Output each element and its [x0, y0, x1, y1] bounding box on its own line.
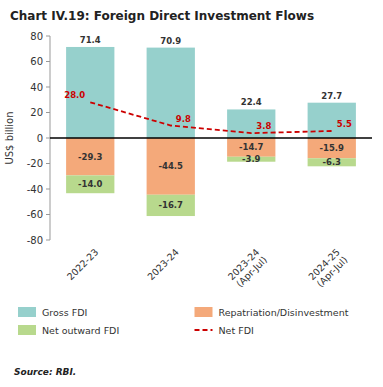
data-label: 9.8	[176, 114, 191, 124]
data-label: 71.4	[80, 35, 101, 45]
y-tick-label: -20	[27, 158, 43, 169]
bar	[147, 138, 195, 195]
bar	[147, 195, 195, 216]
y-tick-label: 60	[30, 56, 43, 67]
bar	[66, 138, 114, 175]
y-axis-label: US$ billion	[4, 111, 15, 164]
data-label: -6.3	[322, 157, 341, 167]
y-tick-label: 40	[30, 82, 43, 93]
y-tick	[46, 61, 50, 62]
x-tick-label: 2022-23	[65, 246, 101, 282]
x-tick-label: 2024-25(Apr-Jul)	[306, 246, 350, 290]
bar	[66, 175, 114, 193]
data-label: -44.5	[159, 161, 184, 171]
y-tick	[46, 87, 50, 88]
marks	[66, 47, 356, 216]
bar	[308, 138, 356, 158]
bar	[308, 103, 356, 138]
y-tick	[46, 112, 50, 113]
zero-line	[50, 137, 372, 139]
data-label: -3.9	[242, 154, 261, 164]
legend-label: Net FDI	[219, 325, 254, 336]
data-label: -15.9	[320, 143, 345, 153]
data-labels: 71.4 70.9 22.4 27.7 -29.3 -44.5 -14.7 -15.9 -14.…	[64, 35, 352, 210]
data-label: 27.7	[321, 91, 342, 101]
data-label: 3.8	[256, 121, 271, 131]
y-tick-label: 0	[37, 133, 43, 144]
data-label: 70.9	[160, 36, 181, 46]
legend-swatch	[195, 307, 213, 317]
y-tick	[46, 163, 50, 164]
bar	[147, 48, 195, 138]
legend-label: Gross FDI	[42, 307, 87, 318]
y-tick-label: -60	[27, 209, 43, 220]
legend-label: Repatriation/Disinvestment	[219, 307, 349, 318]
y-tick	[46, 189, 50, 190]
data-label: 28.0	[64, 90, 85, 100]
title: Chart IV.19: Foreign Direct Investment F…	[10, 9, 314, 23]
legend-swatch	[18, 325, 36, 335]
legend-swatch	[195, 329, 213, 331]
data-label: -29.3	[78, 152, 103, 162]
data-label: -14.0	[78, 179, 103, 189]
bar	[308, 158, 356, 166]
legend: Gross FDI Repatriation/Disinvestment Net o…	[18, 307, 349, 336]
y-tick	[46, 36, 50, 37]
y-tick	[46, 214, 50, 215]
y-tick-label: -40	[27, 184, 43, 195]
y-tick	[46, 138, 50, 139]
data-label: 22.4	[241, 97, 262, 107]
data-label: -16.7	[159, 200, 184, 210]
line	[90, 102, 332, 133]
legend-swatch	[18, 307, 36, 317]
y-tick-label: 20	[30, 107, 43, 118]
annotation: Source: RBI.	[14, 367, 76, 377]
y-tick-label: 80	[30, 31, 43, 42]
legend-label: Net outward FDI	[42, 325, 119, 336]
x-tick-label: 2023-24	[145, 246, 181, 282]
y-tick-label: -80	[27, 235, 43, 246]
y-tick	[46, 240, 50, 241]
data-label: 5.5	[337, 119, 352, 129]
chart: Chart IV.19: Foreign Direct Investment F…	[0, 0, 383, 387]
x-tick-label: 2023-24(Apr-Jul)	[226, 246, 270, 290]
data-label: -14.7	[239, 142, 264, 152]
